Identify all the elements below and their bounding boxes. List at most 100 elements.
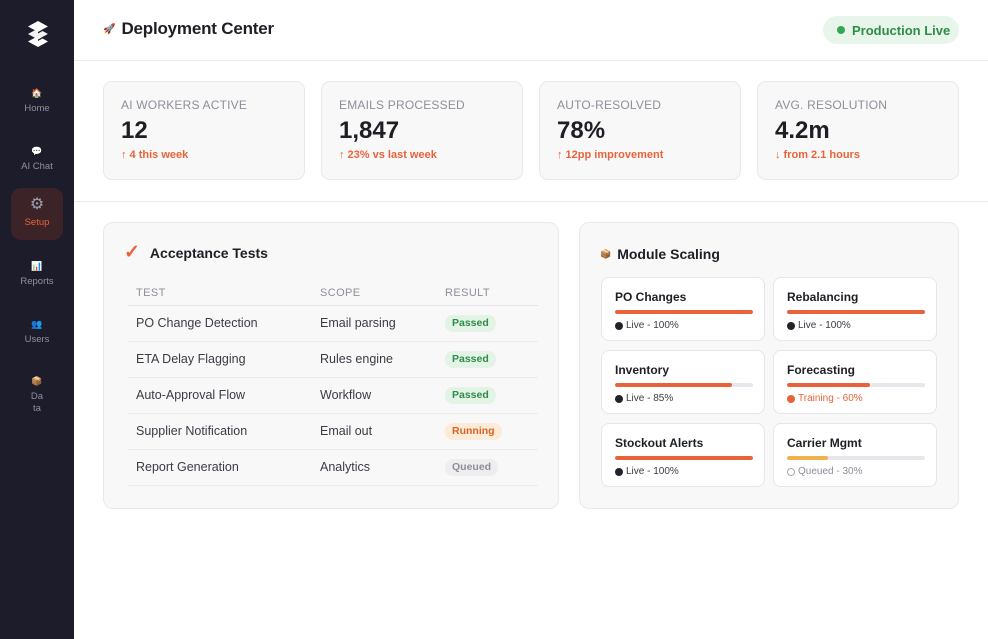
stat-value: 1,847 [339,117,400,144]
module-card-rebalancing[interactable]: Rebalancing Live - 100% [773,277,937,341]
acceptance-tests-panel: ✓ Acceptance Tests TEST SCOPE RESULT PO … [103,222,559,509]
result-cell: Queued [437,449,538,486]
table-row[interactable]: Auto-Approval Flow Workflow Passed [128,377,538,414]
users-icon: 👥 [31,319,43,329]
test-name: Supplier Notification [128,413,312,450]
stat-card-auto-resolved: AUTO-RESOLVED 78% ↑ 12pp improvement [539,81,741,180]
stat-card-avg-resolution: AVG. RESOLUTION 4.2m ↓ from 2.1 hours [757,81,959,180]
test-name: PO Change Detection [128,305,312,342]
sidebar-item-label: Data [30,391,44,414]
stat-delta: ↓ from 2.1 hours [775,149,860,161]
module-status-text: Live - 100% [626,320,679,331]
column-header-result: RESULT [437,281,538,306]
test-scope: Rules engine [312,341,437,378]
section-divider [74,201,988,202]
result-badge: Passed [445,350,496,368]
sidebar-item-home[interactable]: 🏠 Home [11,80,63,132]
result-badge: Running [445,422,502,440]
test-name: ETA Delay Flagging [128,341,312,378]
box-icon: 📦 [31,376,43,386]
module-progress-fill [615,383,733,387]
table-header-row: TEST SCOPE RESULT [128,281,538,306]
result-badge: Passed [445,386,496,404]
chat-icon: 💬 [31,146,43,156]
sidebar-item-label: Users [24,334,50,345]
panel-title: Module Scaling [617,246,720,262]
module-status: Live - 100% [615,320,752,332]
module-progress-track [615,456,753,460]
module-card-inventory[interactable]: Inventory Live - 85% [601,350,765,414]
stat-value: 4.2m [775,117,830,144]
sidebar: 🏠 Home 💬 AI Chat ⚙ Setup 📊 Reports 👥 Use… [0,0,74,639]
module-progress-track [787,383,925,387]
panel-header: 📦 Module Scaling [600,246,720,262]
sidebar-item-label: Home [24,103,50,114]
result-cell: Passed [437,377,538,414]
result-badge: Passed [445,314,496,332]
sidebar-item-users[interactable]: 👥 Users [11,311,63,363]
module-status: Training - 60% [787,393,924,405]
checkmark-icon: ✓ [124,242,140,263]
module-status-text: Queued - 30% [798,466,863,477]
status-dot-icon [615,322,623,330]
sidebar-item-label: AI Chat [21,161,53,172]
test-name: Report Generation [128,449,312,486]
panel-title: Acceptance Tests [149,245,268,261]
stat-delta: ↑ 23% vs last week [339,149,437,161]
module-card-carrier-mgmt[interactable]: Carrier Mgmt Queued - 30% [773,423,937,487]
module-status-text: Live - 100% [798,320,851,331]
stacked-layers-icon[interactable] [26,20,50,48]
stat-delta: ↑ 12pp improvement [557,149,664,161]
result-cell: Passed [437,305,538,342]
stat-card-ai-workers: AI WORKERS ACTIVE 12 ↑ 4 this week [103,81,305,180]
stat-label: AUTO-RESOLVED [557,98,662,112]
module-progress-track [615,310,753,314]
column-header-test: TEST [128,281,312,306]
header: 🚀 Deployment Center Production Live [74,0,988,61]
module-card-forecasting[interactable]: Forecasting Training - 60% [773,350,937,414]
module-name: Inventory [615,363,670,377]
sidebar-item-ai-chat[interactable]: 💬 AI Chat [11,138,63,190]
module-status: Live - 85% [615,393,752,405]
status-dot-icon [615,395,623,403]
sidebar-item-label: Reports [20,276,54,287]
stat-value: 12 [121,117,148,144]
sidebar-item-reports[interactable]: 📊 Reports [11,253,63,305]
stat-label: AI WORKERS ACTIVE [121,98,248,112]
module-card-po-changes[interactable]: PO Changes Live - 100% [601,277,765,341]
module-card-stockout-alerts[interactable]: Stockout Alerts Live - 100% [601,423,765,487]
test-scope: Workflow [312,377,437,414]
result-cell: Running [437,413,538,450]
test-scope: Email out [312,413,437,450]
stat-label: EMAILS PROCESSED [339,98,465,112]
rocket-icon: 🚀 [103,23,116,35]
module-name: PO Changes [615,290,687,304]
table-row[interactable]: ETA Delay Flagging Rules engine Passed [128,341,538,378]
module-progress-fill [787,456,829,460]
result-badge: Queued [445,458,499,476]
box-icon: 📦 [600,248,612,259]
sidebar-item-setup[interactable]: ⚙ Setup [11,188,63,240]
page-title-group: 🚀 Deployment Center [103,19,274,39]
column-header-scope: SCOPE [312,281,437,306]
module-progress-fill [615,310,753,314]
table-row[interactable]: PO Change Detection Email parsing Passed [128,305,538,342]
table-row[interactable]: Supplier Notification Email out Running [128,413,538,450]
panel-header: ✓ Acceptance Tests [124,243,268,263]
status-dot-icon [787,322,795,330]
chart-icon: 📊 [31,261,43,271]
module-status-text: Live - 100% [626,466,679,477]
module-status: Live - 100% [615,466,752,478]
status-dot-icon [615,468,623,476]
status-dot-icon [787,395,795,403]
stat-card-emails-processed: EMAILS PROCESSED 1,847 ↑ 23% vs last wee… [321,81,523,180]
module-status: Live - 100% [787,320,924,332]
status-text: Production Live [852,22,951,38]
sidebar-item-data[interactable]: 📦 Data [11,368,63,420]
module-name: Carrier Mgmt [787,436,862,450]
tests-table: TEST SCOPE RESULT PO Change Detection Em… [128,281,538,486]
result-cell: Passed [437,341,538,378]
table-row[interactable]: Report Generation Analytics Queued [128,449,538,486]
stat-label: AVG. RESOLUTION [775,98,888,112]
module-progress-fill [787,310,925,314]
